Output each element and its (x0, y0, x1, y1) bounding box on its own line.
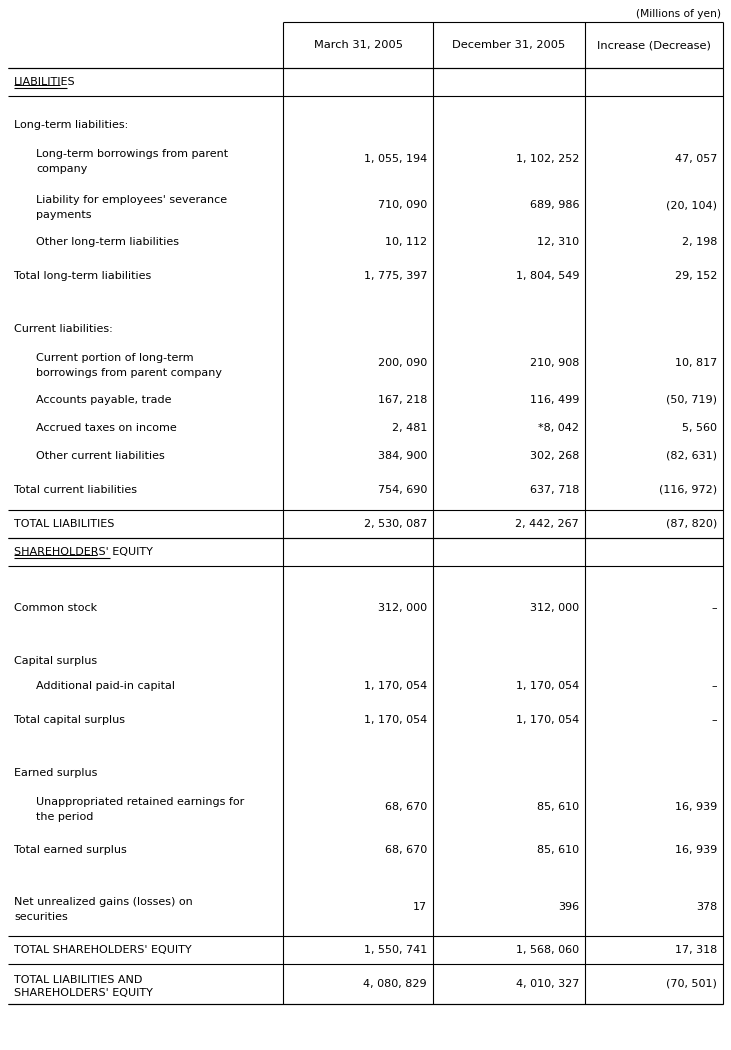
Text: 1, 804, 549: 1, 804, 549 (515, 271, 579, 281)
Text: 689, 986: 689, 986 (529, 200, 579, 210)
Text: Increase (Decrease): Increase (Decrease) (597, 40, 711, 50)
Text: (50, 719): (50, 719) (666, 395, 717, 405)
Text: Total capital surplus: Total capital surplus (14, 715, 125, 724)
Text: payments: payments (36, 210, 91, 220)
Text: 10, 112: 10, 112 (385, 237, 427, 247)
Text: 2, 530, 087: 2, 530, 087 (363, 519, 427, 529)
Text: 17: 17 (413, 902, 427, 912)
Text: March 31, 2005: March 31, 2005 (314, 40, 403, 50)
Text: 85, 610: 85, 610 (537, 845, 579, 855)
Text: 312, 000: 312, 000 (530, 603, 579, 613)
Text: (116, 972): (116, 972) (659, 485, 717, 495)
Text: 710, 090: 710, 090 (378, 200, 427, 210)
Text: (82, 631): (82, 631) (666, 452, 717, 461)
Text: 4, 010, 327: 4, 010, 327 (515, 979, 579, 989)
Text: Capital surplus: Capital surplus (14, 656, 97, 666)
Text: 1, 170, 054: 1, 170, 054 (364, 681, 427, 691)
Text: 116, 499: 116, 499 (530, 395, 579, 405)
Text: 2, 442, 267: 2, 442, 267 (515, 519, 579, 529)
Text: 1, 775, 397: 1, 775, 397 (363, 271, 427, 281)
Text: (70, 501): (70, 501) (666, 979, 717, 989)
Text: LIABILITIES: LIABILITIES (14, 77, 75, 87)
Text: Total current liabilities: Total current liabilities (14, 485, 137, 495)
Text: 1, 055, 194: 1, 055, 194 (364, 154, 427, 164)
Text: Earned surplus: Earned surplus (14, 768, 97, 778)
Text: (87, 820): (87, 820) (666, 519, 717, 529)
Text: –: – (711, 603, 717, 613)
Text: Other current liabilities: Other current liabilities (36, 452, 164, 461)
Text: 68, 670: 68, 670 (385, 845, 427, 855)
Text: 1, 568, 060: 1, 568, 060 (516, 945, 579, 956)
Text: –: – (711, 681, 717, 691)
Text: Unappropriated retained earnings for: Unappropriated retained earnings for (36, 797, 244, 807)
Text: TOTAL SHAREHOLDERS' EQUITY: TOTAL SHAREHOLDERS' EQUITY (14, 945, 192, 956)
Text: (20, 104): (20, 104) (666, 200, 717, 210)
Text: 167, 218: 167, 218 (378, 395, 427, 405)
Text: Accounts payable, trade: Accounts payable, trade (36, 395, 172, 405)
Text: Total long-term liabilities: Total long-term liabilities (14, 271, 151, 281)
Text: company: company (36, 165, 88, 174)
Text: TOTAL LIABILITIES AND: TOTAL LIABILITIES AND (14, 975, 143, 985)
Text: Current portion of long-term: Current portion of long-term (36, 354, 194, 363)
Text: 17, 318: 17, 318 (675, 945, 717, 956)
Text: 302, 268: 302, 268 (530, 452, 579, 461)
Text: securities: securities (14, 912, 68, 922)
Text: Total earned surplus: Total earned surplus (14, 845, 126, 855)
Text: 85, 610: 85, 610 (537, 802, 579, 812)
Text: 1, 102, 252: 1, 102, 252 (515, 154, 579, 164)
Text: 5, 560: 5, 560 (682, 423, 717, 433)
Text: SHAREHOLDERS' EQUITY: SHAREHOLDERS' EQUITY (14, 547, 153, 557)
Text: Current liabilities:: Current liabilities: (14, 324, 113, 334)
Text: December 31, 2005: December 31, 2005 (452, 40, 566, 50)
Text: 10, 817: 10, 817 (675, 358, 717, 367)
Text: borrowings from parent company: borrowings from parent company (36, 369, 222, 378)
Text: 4, 080, 829: 4, 080, 829 (363, 979, 427, 989)
Text: Accrued taxes on income: Accrued taxes on income (36, 423, 177, 433)
Text: 200, 090: 200, 090 (378, 358, 427, 367)
Text: 1, 170, 054: 1, 170, 054 (516, 715, 579, 724)
Text: the period: the period (36, 813, 94, 822)
Text: 396: 396 (558, 902, 579, 912)
Text: 378: 378 (696, 902, 717, 912)
Text: 384, 900: 384, 900 (378, 452, 427, 461)
Text: TOTAL LIABILITIES: TOTAL LIABILITIES (14, 519, 114, 529)
Text: 1, 170, 054: 1, 170, 054 (364, 715, 427, 724)
Text: Long-term liabilities:: Long-term liabilities: (14, 120, 128, 130)
Text: 312, 000: 312, 000 (378, 603, 427, 613)
Text: 12, 310: 12, 310 (537, 237, 579, 247)
Text: Long-term borrowings from parent: Long-term borrowings from parent (36, 149, 228, 160)
Text: SHAREHOLDERS' EQUITY: SHAREHOLDERS' EQUITY (14, 988, 153, 998)
Text: 1, 170, 054: 1, 170, 054 (516, 681, 579, 691)
Text: Net unrealized gains (losses) on: Net unrealized gains (losses) on (14, 898, 193, 907)
Text: 68, 670: 68, 670 (385, 802, 427, 812)
Text: 2, 198: 2, 198 (681, 237, 717, 247)
Text: *8, 042: *8, 042 (538, 423, 579, 433)
Text: Liability for employees' severance: Liability for employees' severance (36, 195, 227, 206)
Text: 16, 939: 16, 939 (675, 802, 717, 812)
Text: 29, 152: 29, 152 (675, 271, 717, 281)
Text: Other long-term liabilities: Other long-term liabilities (36, 237, 179, 247)
Text: Additional paid-in capital: Additional paid-in capital (36, 681, 175, 691)
Text: 2, 481: 2, 481 (392, 423, 427, 433)
Text: (Millions of yen): (Millions of yen) (636, 9, 721, 19)
Text: 210, 908: 210, 908 (530, 358, 579, 367)
Text: Common stock: Common stock (14, 603, 97, 613)
Text: –: – (711, 715, 717, 724)
Text: 47, 057: 47, 057 (675, 154, 717, 164)
Text: 637, 718: 637, 718 (530, 485, 579, 495)
Text: 1, 550, 741: 1, 550, 741 (364, 945, 427, 956)
Text: 754, 690: 754, 690 (378, 485, 427, 495)
Text: 16, 939: 16, 939 (675, 845, 717, 855)
